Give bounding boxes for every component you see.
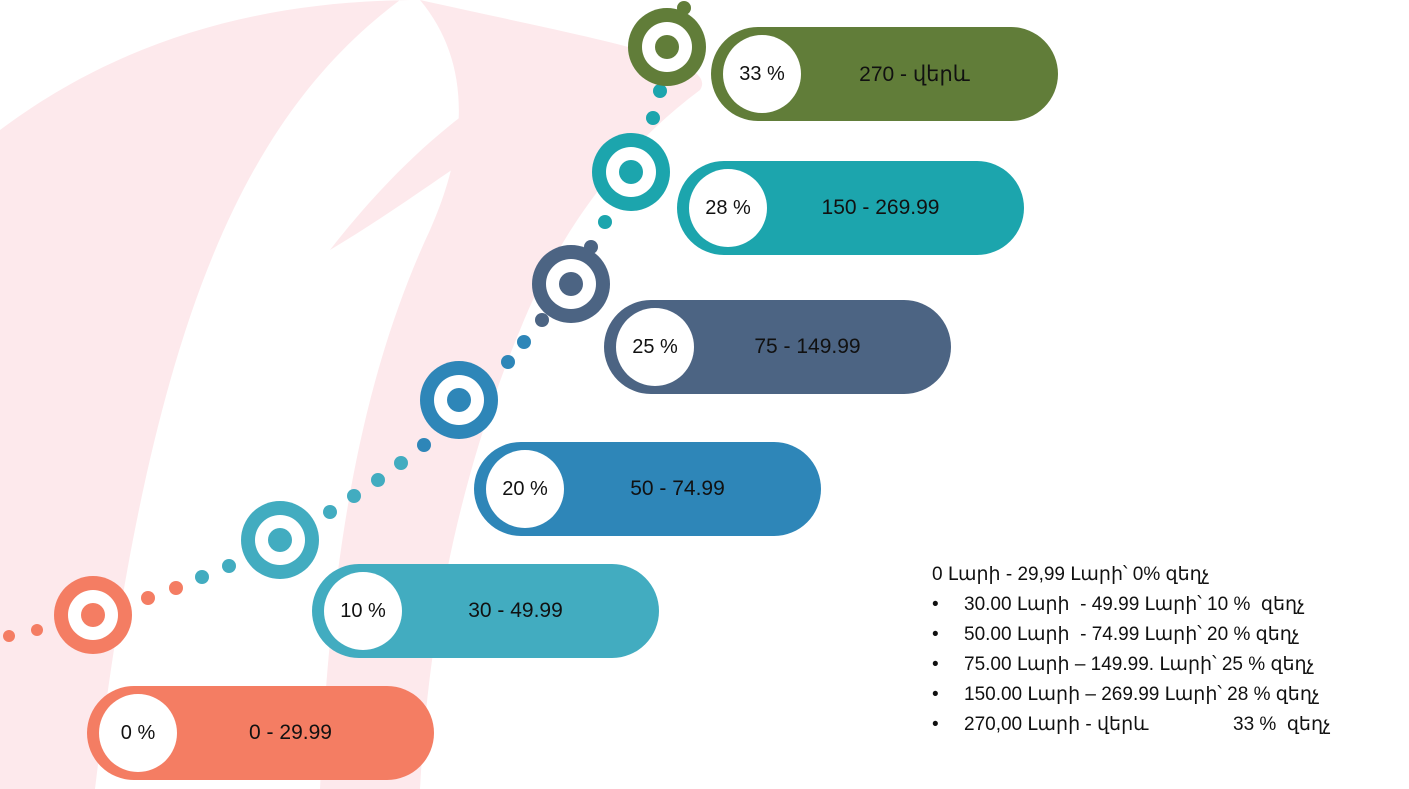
notes-first-line: 0 Լարի - 29,99 Լարի՝ 0% զեղչ [932, 564, 1210, 585]
notes-list-item: • 30.00 Լարի - 49.99 Լարի՝ 10 % զեղչ [932, 590, 1402, 620]
tier-range-label: 0 - 29.99 [249, 721, 332, 744]
tier-range-label: 150 - 269.99 [821, 196, 940, 219]
bullet-icon: • [932, 654, 939, 675]
discount-tier-1: 10 % 30 - 49.99 [312, 564, 659, 658]
target-ring-icon [241, 501, 319, 579]
tier-percent-badge: 20 % [486, 450, 564, 528]
target-ring-icon [420, 361, 498, 439]
notes-item-text: 270,00 Լարի - վերև 33 % զեղչ [964, 714, 1331, 735]
tier-range-label: 270 - վերև [859, 62, 970, 86]
tier-range-label: 30 - 49.99 [468, 599, 563, 622]
target-ring-icon [54, 576, 132, 654]
notes-item-text: 150.00 Լարի – 269.99 Լարի՝ 28 % զեղչ [964, 684, 1320, 705]
discount-tier-4: 28 % 150 - 269.99 [677, 161, 1024, 255]
tier-percent-badge: 25 % [616, 308, 694, 386]
notes-item-text: 75.00 Լարի – 149.99. Լարի՝ 25 % զեղչ [964, 654, 1315, 675]
tier-percent-badge: 28 % [689, 169, 767, 247]
notes-list-item: • 50.00 Լարի - 74.99 Լարի՝ 20 % զեղչ [932, 620, 1402, 650]
discount-tier-3: 25 % 75 - 149.99 [604, 300, 951, 394]
bullet-icon: • [932, 624, 939, 645]
notes-list-item: • 75.00 Լարի – 149.99. Լարի՝ 25 % զեղչ [932, 650, 1402, 680]
notes-list-item: • 150.00 Լարի – 269.99 Լարի՝ 28 % զեղչ [932, 680, 1402, 710]
tier-percent-badge: 33 % [723, 35, 801, 113]
target-ring-icon [628, 8, 706, 86]
tier-range-label: 50 - 74.99 [630, 477, 725, 500]
notes-item-text: 50.00 Լարի - 74.99 Լարի՝ 20 % զեղչ [964, 624, 1300, 645]
discount-tier-5: 33 % 270 - վերև [711, 27, 1058, 121]
discount-tier-0: 0 % 0 - 29.99 [87, 686, 434, 780]
discount-notes: 0 Լարի - 29,99 Լարի՝ 0% զեղչ • 30.00 Լար… [932, 560, 1402, 740]
notes-item-text: 30.00 Լարի - 49.99 Լարի՝ 10 % զեղչ [964, 594, 1305, 615]
target-ring-icon [532, 245, 610, 323]
tier-percent-badge: 10 % [324, 572, 402, 650]
bullet-icon: • [932, 594, 939, 615]
discount-tier-2: 20 % 50 - 74.99 [474, 442, 821, 536]
tier-range-label: 75 - 149.99 [754, 335, 861, 358]
tier-percent-badge: 0 % [99, 694, 177, 772]
bullet-icon: • [932, 714, 939, 735]
target-ring-icon [592, 133, 670, 211]
notes-list-item: • 270,00 Լարի - վերև 33 % զեղչ [932, 710, 1402, 740]
bullet-icon: • [932, 684, 939, 705]
